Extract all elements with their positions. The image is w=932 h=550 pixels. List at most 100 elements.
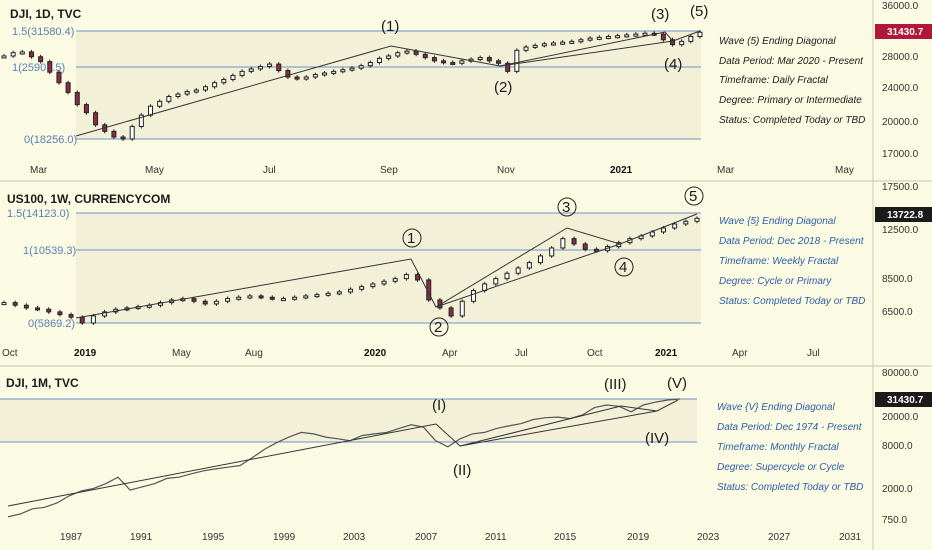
monthly-price-line — [7, 398, 681, 518]
candle — [582, 243, 588, 250]
annotation-line: Status: Completed Today or TBD — [719, 296, 865, 307]
candle — [120, 136, 126, 140]
candle — [225, 298, 231, 302]
candle — [370, 283, 376, 288]
candle — [46, 308, 52, 313]
pane-dji-daily[interactable]: DJI, 1D, TVC 1.5(31580.4) 1(25907.5) 0(1… — [1, 1, 932, 176]
candle — [65, 82, 71, 93]
annotation-line: Data Period: Dec 1974 - Present — [717, 422, 863, 433]
wave-label-2: 2 — [429, 317, 449, 337]
x-tick-label: 2003 — [343, 532, 366, 543]
candle — [359, 286, 365, 290]
wave-trendline — [75, 213, 698, 319]
candle — [422, 53, 428, 59]
x-tick-label: 1991 — [130, 532, 153, 543]
x-tick-label: May — [835, 165, 854, 176]
candle — [660, 227, 666, 233]
candle — [257, 66, 263, 70]
candle — [605, 36, 611, 40]
candle — [679, 40, 685, 46]
x-tick-label: 2031 — [839, 532, 862, 543]
wave-label-4: 4 — [614, 257, 634, 277]
candle — [560, 238, 566, 249]
wave-label-2: (II) — [453, 462, 471, 479]
candle — [514, 49, 520, 72]
candle — [448, 307, 454, 317]
y-tick-label: 2000.0 — [882, 484, 913, 495]
candle — [325, 292, 331, 296]
wave-trendline — [7, 399, 679, 507]
candle — [413, 50, 419, 55]
annotation-line: Wave {5} Ending Diagonal — [719, 216, 836, 227]
y-tick-label: 28000.0 — [882, 52, 919, 63]
candle — [10, 52, 16, 57]
candle — [587, 37, 593, 41]
candle — [349, 67, 355, 71]
wave-label-3: (3) — [651, 6, 669, 23]
candle — [276, 63, 282, 72]
candle — [571, 238, 577, 245]
fib-label-mid: 1(10539.3) — [23, 245, 76, 257]
wave-trendline — [435, 243, 621, 308]
annotation-line: Timeframe: Daily Fractal — [719, 75, 829, 86]
current-price-badge — [875, 392, 932, 407]
candle — [550, 42, 556, 46]
current-price-value: 31430.7 — [887, 395, 924, 406]
x-tick-label: Oct — [2, 348, 18, 359]
candle — [496, 60, 502, 64]
candle — [395, 52, 401, 57]
svg-text:3: 3 — [562, 199, 570, 216]
fib-label-upper: 1.5(14123.0) — [7, 208, 69, 220]
candle — [280, 298, 286, 302]
candle — [569, 40, 575, 44]
x-tick-label: Jul — [807, 348, 820, 359]
candle — [470, 290, 476, 302]
candle — [688, 36, 694, 42]
annotation-line: Data Period: Dec 2018 - Present — [719, 236, 865, 247]
x-tick-label: 2015 — [554, 532, 577, 543]
x-tick-label: 2019 — [74, 348, 97, 359]
x-tick-label: Apr — [732, 348, 748, 359]
candle — [102, 311, 108, 317]
current-price-value: 13722.8 — [887, 210, 924, 221]
x-tick-label: 2019 — [627, 532, 650, 543]
y-tick-label: 17000.0 — [882, 149, 919, 160]
wave-label-1: (1) — [381, 18, 399, 35]
candle — [336, 291, 342, 295]
x-tick-label: Jul — [515, 348, 528, 359]
wave-label-4: (IV) — [645, 430, 669, 447]
candle — [694, 217, 700, 222]
price-series — [7, 398, 681, 518]
x-tick-label: Mar — [717, 165, 735, 176]
candle — [202, 300, 208, 305]
x-tick-label: 1999 — [273, 532, 296, 543]
fib-label-upper: 1.5(31580.4) — [12, 26, 74, 38]
wave-label-5: 5 — [684, 186, 704, 206]
y-tick-label: 8500.0 — [882, 274, 913, 285]
candle — [74, 91, 80, 106]
pane-dji-monthly[interactable]: DJI, 1M, TVC (I) (II) (III) (IV) (V) Wav… — [0, 368, 932, 543]
fib-zone — [0, 399, 697, 442]
candle — [441, 60, 447, 64]
annotation-line: Degree: Supercycle or Cycle — [717, 462, 845, 473]
y-tick-label: 12500.0 — [882, 225, 919, 236]
chart-title: DJI, 1D, TVC — [10, 7, 82, 21]
y-tick-label: 8000.0 — [882, 441, 913, 452]
candle — [392, 278, 398, 282]
candle — [493, 278, 499, 285]
candle — [12, 302, 18, 306]
x-tick-label: May — [172, 348, 191, 359]
candle — [615, 35, 621, 39]
chart-title: DJI, 1M, TVC — [6, 376, 79, 390]
wave-label-3: 3 — [557, 197, 577, 217]
candle — [415, 274, 421, 281]
x-tick-label: 2027 — [768, 532, 791, 543]
annotation-line: Status: Completed Today or TBD — [717, 482, 863, 493]
annotation-line: Wave {V} Ending Diagonal — [717, 402, 835, 413]
x-tick-label: 1995 — [202, 532, 225, 543]
candle — [431, 57, 437, 62]
candle — [593, 248, 599, 252]
pane-us100-weekly[interactable]: US100, 1W, CURRENCYCOM 1.5(14123.0) 1(10… — [1, 182, 932, 359]
candle — [23, 304, 29, 309]
